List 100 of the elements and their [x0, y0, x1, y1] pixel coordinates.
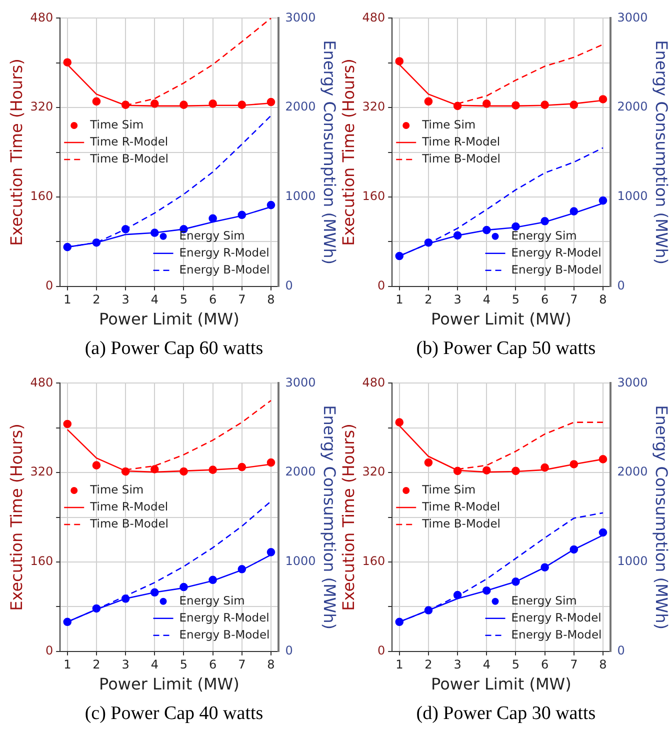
y-tick-label: 0 — [45, 644, 54, 658]
y-tick-label: 320 — [30, 100, 54, 114]
x-tick-label: 6 — [540, 658, 549, 672]
x-axis-title: Power Limit (MW) — [99, 674, 240, 694]
legend-label: Time Sim — [421, 482, 476, 496]
y-tick-label: 480 — [30, 375, 54, 390]
point — [570, 460, 578, 468]
point — [598, 95, 608, 104]
legend-label: Time Sim — [89, 482, 144, 496]
point — [63, 58, 72, 66]
y2-tick-label: 0 — [617, 644, 625, 658]
x-tick-label: 6 — [208, 658, 217, 672]
point — [92, 97, 101, 106]
y2-tick-label: 2000 — [617, 464, 648, 479]
point — [424, 238, 433, 247]
y2-tick-label: 1000 — [617, 554, 648, 568]
x-tick-label: 3 — [122, 292, 130, 307]
point — [570, 207, 578, 216]
x-tick-label: 8 — [599, 658, 607, 672]
x-tick-label: 2 — [424, 658, 432, 672]
text: (a) Power Cap 60 watts — [84, 338, 264, 360]
point — [63, 618, 72, 626]
point — [482, 586, 491, 595]
y-axis-title: Execution Time (Hours) — [338, 424, 358, 611]
y-tick-label: 0 — [377, 644, 386, 658]
legend-label: Time B-Model — [89, 151, 168, 166]
point — [150, 588, 159, 597]
x-tick-label: 4 — [482, 292, 490, 307]
x-axis-title: Power Limit (MW) — [99, 310, 240, 329]
point — [266, 98, 276, 106]
y2-tick-label: 1000 — [285, 554, 316, 568]
x-tick-label: 6 — [208, 292, 217, 307]
x-tick-label: 5 — [512, 292, 520, 307]
y-axis-title: Execution Time (Hours) — [338, 58, 358, 246]
y-tick-label: 480 — [30, 10, 54, 24]
text: (c) Power Cap 40 watts — [84, 703, 264, 725]
legend-label: Time R-Model — [89, 134, 168, 148]
legend-label: Energy Sim — [179, 593, 245, 608]
y2-axis-title: Energy Consumption (MWh) — [652, 40, 671, 265]
y2-tick-label: 0 — [617, 278, 625, 293]
y-tick-label: 160 — [362, 189, 386, 204]
legend-label: Time R-Model — [421, 499, 500, 514]
y2-tick-label: 1000 — [617, 189, 648, 204]
point — [180, 467, 188, 476]
legend-label: Time R-Model — [89, 499, 168, 514]
point — [266, 200, 276, 210]
x-tick-label: 2 — [92, 658, 100, 672]
y-tick-label: 480 — [362, 375, 386, 390]
x-tick-label: 4 — [150, 292, 158, 307]
x-tick-label: 1 — [396, 658, 404, 672]
legend-label: Energy Sim — [511, 228, 577, 242]
y2-axis-title: Energy Consumption (MWh) — [320, 40, 340, 265]
x-tick-label: 8 — [267, 658, 275, 672]
point — [512, 466, 520, 476]
point — [150, 228, 159, 237]
x-tick-label: 1 — [64, 292, 72, 307]
y2-tick-label: 3000 — [285, 10, 316, 24]
legend-label: Energy B-Model — [511, 262, 602, 276]
y2-tick-label: 2000 — [285, 464, 316, 479]
point — [238, 565, 246, 574]
legend-label: Energy R-Model — [179, 245, 270, 260]
x-tick-label: 5 — [180, 658, 188, 672]
x-tick-label: 2 — [424, 292, 432, 307]
text: (b) Power Cap 50 watts — [415, 338, 597, 360]
point — [92, 604, 101, 613]
y-tick-label: 480 — [362, 10, 386, 24]
legend-label: Time B-Model — [421, 151, 500, 166]
x-tick-label: 3 — [454, 292, 462, 307]
point — [570, 100, 578, 109]
x-tick-label: 7 — [570, 292, 578, 307]
point — [395, 57, 404, 66]
x-axis-title: Power Limit (MW) — [431, 674, 572, 694]
x-tick-label: 3 — [454, 658, 462, 672]
y-tick-label: 320 — [30, 464, 54, 479]
legend-label: Energy B-Model — [179, 262, 270, 276]
legend-label: Time B-Model — [421, 516, 500, 530]
point — [63, 242, 72, 252]
y2-tick-label: 3000 — [285, 375, 316, 390]
point — [512, 222, 520, 231]
point — [180, 100, 188, 109]
point — [208, 466, 217, 474]
point — [92, 461, 101, 470]
point — [540, 216, 549, 226]
point — [121, 594, 130, 603]
y-tick-label: 320 — [362, 100, 386, 114]
point — [453, 590, 462, 600]
point — [512, 101, 520, 110]
point — [482, 466, 491, 475]
legend-label: Time B-Model — [89, 516, 168, 530]
y-tick-label: 0 — [45, 278, 54, 293]
point — [453, 231, 462, 240]
y-tick-label: 160 — [362, 554, 386, 568]
x-axis-title: Power Limit (MW) — [431, 310, 572, 329]
point — [453, 102, 462, 110]
point — [63, 420, 72, 428]
point — [540, 563, 549, 572]
x-tick-label: 8 — [599, 292, 607, 307]
point — [238, 462, 246, 472]
y2-tick-label: 2000 — [617, 100, 648, 114]
x-tick-label: 5 — [180, 292, 188, 307]
